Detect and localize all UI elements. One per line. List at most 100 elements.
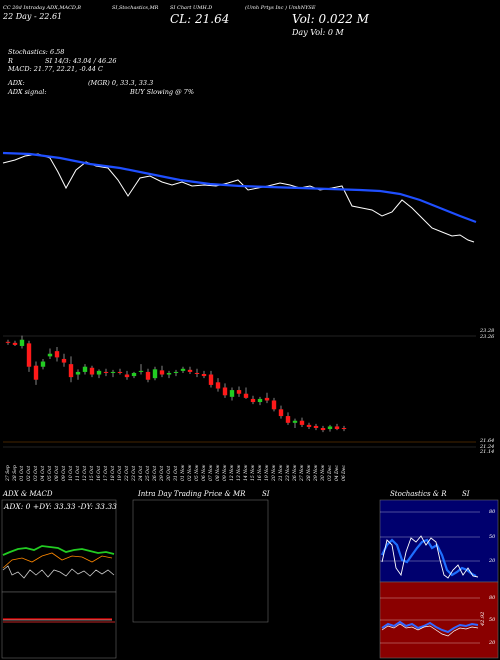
header-line4: (Umh Prtys Inc ) UmhNYSE <box>245 5 316 11</box>
candle-body <box>215 382 221 389</box>
rsi-tick-20: 20 <box>489 640 496 646</box>
candle-body <box>243 393 249 398</box>
date-label: 23 Oct <box>132 465 137 481</box>
candle-body <box>271 400 277 410</box>
adx-values: ADX: 0 +DY: 33.33 -DY: 33.33 <box>4 502 117 511</box>
date-label: 29 Oct <box>160 465 165 481</box>
candle-body <box>341 428 347 430</box>
rsi-value: 42.92 <box>480 611 486 626</box>
day-vol-label: Day Vol: 0 M <box>292 28 344 37</box>
date-label: 03 Oct <box>34 465 39 481</box>
rsi-tick-50: 50 <box>489 617 496 623</box>
date-label: 26 Nov <box>293 464 298 481</box>
date-label: 27 Nov <box>300 464 305 481</box>
adx-panel-title: ADX & MACD <box>3 490 53 498</box>
candle-body <box>180 368 186 371</box>
candle-body <box>334 426 340 430</box>
date-label: 08 Oct <box>55 465 60 481</box>
candle-body <box>159 370 165 375</box>
date-label: 17 Oct <box>104 465 109 481</box>
candle-body <box>61 358 67 363</box>
day-price: 22 Day - 22.61 <box>3 12 63 21</box>
r-line: R <box>8 57 13 65</box>
date-label: 02 Oct <box>27 465 32 481</box>
stoch-tick-20: 20 <box>489 558 496 564</box>
date-label: 12 Nov <box>230 464 235 481</box>
candle-body <box>117 371 123 373</box>
candle-body <box>103 371 109 373</box>
stoch-d-white <box>381 535 479 579</box>
candle-body <box>110 371 116 373</box>
date-label: 27 Sep <box>6 465 11 481</box>
stoch-tick-80: 80 <box>489 509 496 515</box>
candle-body <box>187 369 193 372</box>
date-label: 11 Oct <box>76 465 81 481</box>
date-label: 08 Nov <box>216 464 221 481</box>
candle-body <box>47 353 53 357</box>
date-label: 09 Oct <box>62 465 67 481</box>
date-label: 10 Oct <box>69 465 74 481</box>
adx-panel <box>1 499 117 593</box>
header-line1: CC 20d Intraday ADX,MACD,B <box>3 5 81 11</box>
candle-body <box>278 409 284 417</box>
adx-line-green <box>2 545 115 556</box>
candle-body <box>96 370 102 375</box>
candle-body <box>19 339 25 346</box>
date-label: 09 Nov <box>223 464 228 481</box>
candle-body <box>131 372 137 377</box>
adx-line-orange <box>2 552 113 569</box>
price-line-white <box>2 153 475 243</box>
date-label: 03 Dec <box>328 465 333 481</box>
header-line3: SI Chart UMH.D <box>170 5 213 11</box>
candle-body <box>306 424 312 427</box>
date-label: 28 Sep <box>13 465 18 481</box>
buy-signal: BUY Slowing @ 7% <box>130 88 194 96</box>
date-label: 12 Oct <box>83 465 88 481</box>
rsi-tick-80: 80 <box>489 595 496 601</box>
date-label: 18 Oct <box>111 465 116 481</box>
date-label: 05 Oct <box>48 465 53 481</box>
stoch-panel-title: Stochastics & R <box>390 490 447 498</box>
candle-body <box>327 426 333 430</box>
adx-signal: ADX signal: <box>8 88 47 96</box>
candle-body <box>145 371 151 380</box>
date-label: 15 Oct <box>90 465 95 481</box>
candle-body <box>222 387 228 396</box>
date-label: 07 Nov <box>209 464 214 481</box>
date-label: 25 Oct <box>146 465 151 481</box>
candles-group <box>5 335 347 433</box>
date-label: 26 Oct <box>153 465 158 481</box>
date-label: 04 Dec <box>335 465 340 481</box>
axis-label-5: 21.14 <box>480 449 495 455</box>
date-label: 06 Dec <box>342 465 347 481</box>
date-label: 05 Nov <box>195 464 200 481</box>
candle-body <box>152 369 158 379</box>
header-line2: SI,Stochastics,MR <box>112 5 159 11</box>
intra-panel-title: Intra Day Trading Price & MR <box>138 490 246 498</box>
close-label: CL: 21.64 <box>170 12 230 26</box>
candle-body <box>257 398 263 403</box>
rsi-line-white <box>381 623 479 637</box>
candle-body <box>75 371 81 375</box>
date-label: 30 Oct <box>167 465 172 481</box>
candle-body <box>320 428 326 431</box>
date-label: 06 Nov <box>202 464 207 481</box>
date-label: 30 Nov <box>321 464 326 481</box>
date-label: 15 Nov <box>251 464 256 481</box>
candle-body <box>124 374 130 378</box>
date-label: 16 Oct <box>97 465 102 481</box>
candle-body <box>40 361 46 367</box>
date-label: 29 Nov <box>314 464 319 481</box>
macd-line: MACD: 21.77, 22.21, -0.44 C <box>8 65 103 73</box>
date-label: 02 Nov <box>188 464 193 481</box>
candle-body <box>285 416 291 423</box>
si-line: SI 14/3: 43.04 / 46.26 <box>45 57 117 65</box>
date-label: 04 Oct <box>41 465 46 481</box>
stoch-k-blue <box>381 538 477 577</box>
candle-body <box>236 390 242 394</box>
main-chart <box>2 151 477 448</box>
date-label: 16 Nov <box>258 464 263 481</box>
date-label: 28 Nov <box>307 464 312 481</box>
date-label: 24 Oct <box>139 465 144 481</box>
date-label: 19 Oct <box>118 465 123 481</box>
